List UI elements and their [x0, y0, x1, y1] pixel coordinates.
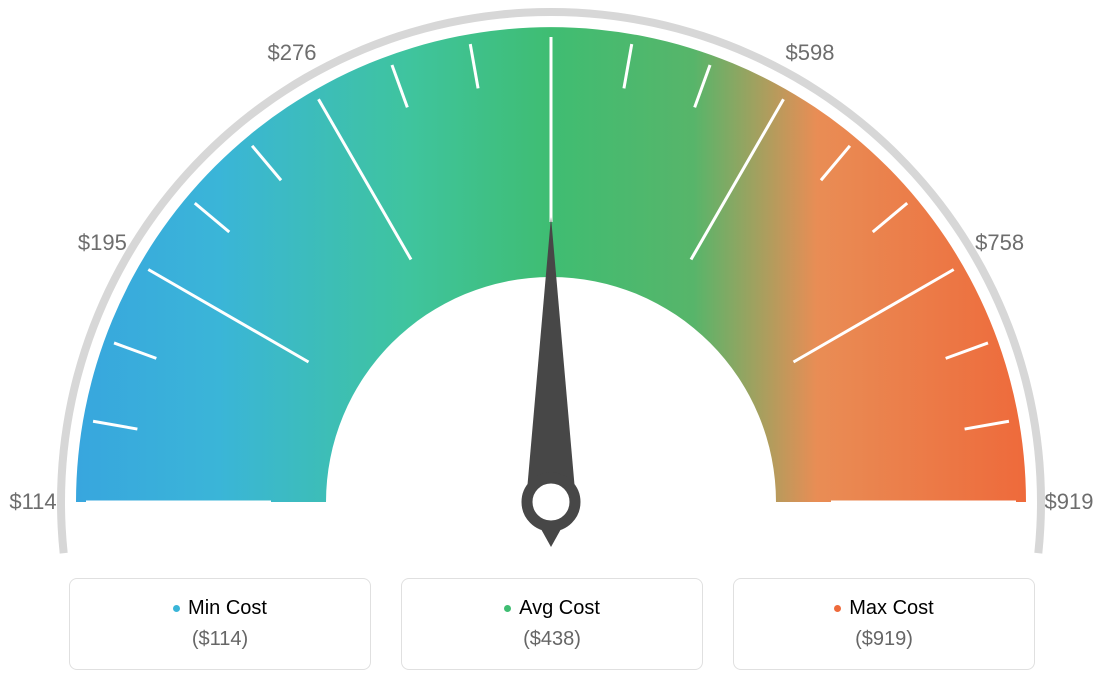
legend-max: Max Cost ($919) — [733, 578, 1035, 670]
gauge-tick-label: $758 — [975, 230, 1024, 256]
legend-max-title: Max Cost — [734, 597, 1034, 620]
dot-icon — [173, 605, 180, 612]
legend-min-value: ($114) — [70, 628, 370, 651]
gauge-tick-label: $276 — [268, 40, 317, 66]
legend-min: Min Cost ($114) — [69, 578, 371, 670]
dot-icon — [504, 605, 511, 612]
legend-avg-title: Avg Cost — [402, 597, 702, 620]
legend: Min Cost ($114) Avg Cost ($438) Max Cost… — [0, 578, 1104, 670]
legend-max-label: Max Cost — [849, 597, 933, 619]
gauge-tick-label: $598 — [786, 40, 835, 66]
dot-icon — [834, 605, 841, 612]
cost-gauge-container: $114$195$276$438$598$758$919 Min Cost ($… — [0, 0, 1104, 690]
legend-min-label: Min Cost — [188, 597, 267, 619]
legend-max-value: ($919) — [734, 628, 1034, 651]
legend-min-title: Min Cost — [70, 597, 370, 620]
gauge-tick-label: $114 — [9, 489, 56, 515]
gauge-tick-label: $919 — [1045, 489, 1094, 515]
gauge-chart: $114$195$276$438$598$758$919 — [0, 0, 1104, 560]
legend-avg-label: Avg Cost — [519, 597, 600, 619]
gauge-tick-label: $195 — [78, 230, 127, 256]
legend-avg: Avg Cost ($438) — [401, 578, 703, 670]
legend-avg-value: ($438) — [402, 628, 702, 651]
